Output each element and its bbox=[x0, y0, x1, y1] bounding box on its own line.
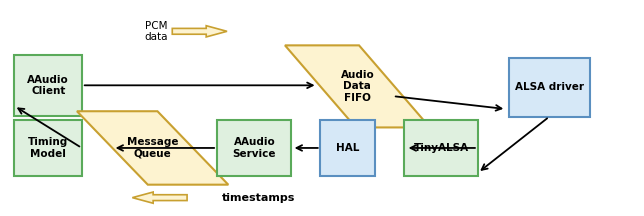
Text: Audio
Data
FIFO: Audio Data FIFO bbox=[341, 70, 374, 103]
Text: TinyALSA: TinyALSA bbox=[413, 143, 469, 153]
Polygon shape bbox=[132, 192, 187, 203]
Text: Timing
Model: Timing Model bbox=[28, 137, 68, 159]
Bar bbox=[218, 121, 291, 175]
Bar bbox=[404, 121, 478, 175]
Text: timestamps: timestamps bbox=[222, 193, 296, 203]
Text: AAudio
Client: AAudio Client bbox=[28, 75, 69, 96]
Polygon shape bbox=[173, 26, 227, 37]
Bar bbox=[321, 121, 375, 175]
Bar bbox=[14, 121, 82, 175]
Bar bbox=[509, 58, 590, 117]
Polygon shape bbox=[77, 111, 228, 185]
Text: PCM
data: PCM data bbox=[145, 21, 168, 42]
Text: Message
Queue: Message Queue bbox=[127, 137, 178, 159]
Bar bbox=[14, 55, 82, 116]
Text: AAudio
Service: AAudio Service bbox=[232, 137, 276, 159]
Text: ALSA driver: ALSA driver bbox=[515, 83, 584, 92]
Polygon shape bbox=[285, 45, 430, 127]
Text: HAL: HAL bbox=[336, 143, 359, 153]
